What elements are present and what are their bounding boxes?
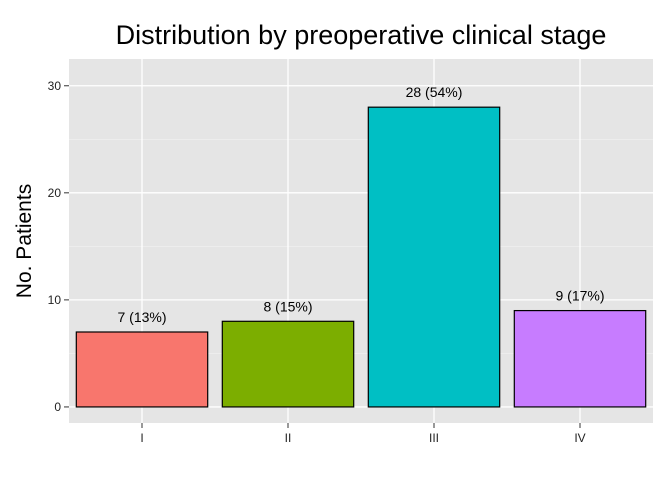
bars xyxy=(75,106,647,408)
x-tick-label-II: II xyxy=(285,431,292,445)
x-tick-label-IV: IV xyxy=(574,431,585,445)
x-tick-label-III: III xyxy=(429,431,439,445)
chart-title: Distribution by preoperative clinical st… xyxy=(116,20,607,50)
data-label-III: 28 (54%) xyxy=(406,84,463,100)
y-tick-label: 20 xyxy=(48,186,62,200)
y-tick-label: 0 xyxy=(54,400,61,414)
bar-IV xyxy=(513,309,647,408)
data-label-II: 8 (15%) xyxy=(263,298,312,314)
data-labels: 7 (13%) 8 (15%) 28 (54%) 9 (17%) xyxy=(117,84,604,325)
x-tick-label-I: I xyxy=(140,431,143,445)
y-tick-label: 30 xyxy=(48,79,62,93)
bar-II xyxy=(221,320,355,408)
y-axis-label: No. Patients xyxy=(13,184,36,298)
data-label-I: 7 (13%) xyxy=(117,309,166,325)
data-label-IV: 9 (17%) xyxy=(555,288,604,304)
y-axis: 0 10 20 30 xyxy=(48,79,69,414)
bar-III xyxy=(367,106,501,408)
x-axis: I II III IV xyxy=(140,423,586,445)
y-tick-label: 10 xyxy=(48,293,62,307)
bar-I xyxy=(75,331,209,408)
